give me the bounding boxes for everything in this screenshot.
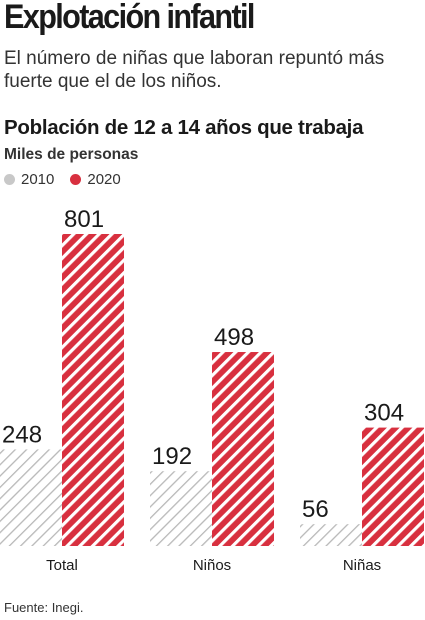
legend-item-2010: 2010	[4, 171, 54, 188]
bar-2020-3	[362, 427, 424, 546]
bar-2010-2	[150, 471, 212, 546]
bar-2010-1	[0, 449, 62, 546]
category-label-1: Total	[46, 557, 78, 574]
data-label-2020-3: 304	[364, 400, 404, 427]
data-label-2010-2: 192	[152, 443, 192, 470]
legend-item-2020: 2020	[70, 171, 121, 188]
chart-unit-label: Miles de personas	[4, 146, 139, 163]
bar-2010-3	[300, 524, 362, 546]
category-label-2: Niños	[193, 557, 231, 574]
page-title: Explotación infantil	[4, 0, 255, 36]
chart-title: Población de 12 a 14 años que trabaja	[4, 116, 364, 139]
data-label-2020-1: 801	[64, 206, 104, 233]
legend-swatch-2020	[70, 174, 82, 185]
bar-2020-1	[62, 234, 124, 546]
bar-2020-2	[212, 352, 274, 546]
legend-swatch-2010	[4, 174, 15, 185]
legend-label-2010: 2010	[21, 171, 55, 188]
data-label-2010-3: 56	[302, 496, 329, 523]
page-subtitle: El número de niñas que laboran repuntó m…	[4, 48, 385, 92]
category-label-3: Niñas	[343, 557, 381, 574]
chart-legend: 2010 2020	[4, 171, 137, 188]
data-label-2020-2: 498	[214, 324, 254, 351]
legend-label-2020: 2020	[87, 171, 121, 188]
data-label-2010-1: 248	[2, 421, 42, 448]
source-note: Fuente: Inegi.	[4, 600, 84, 615]
